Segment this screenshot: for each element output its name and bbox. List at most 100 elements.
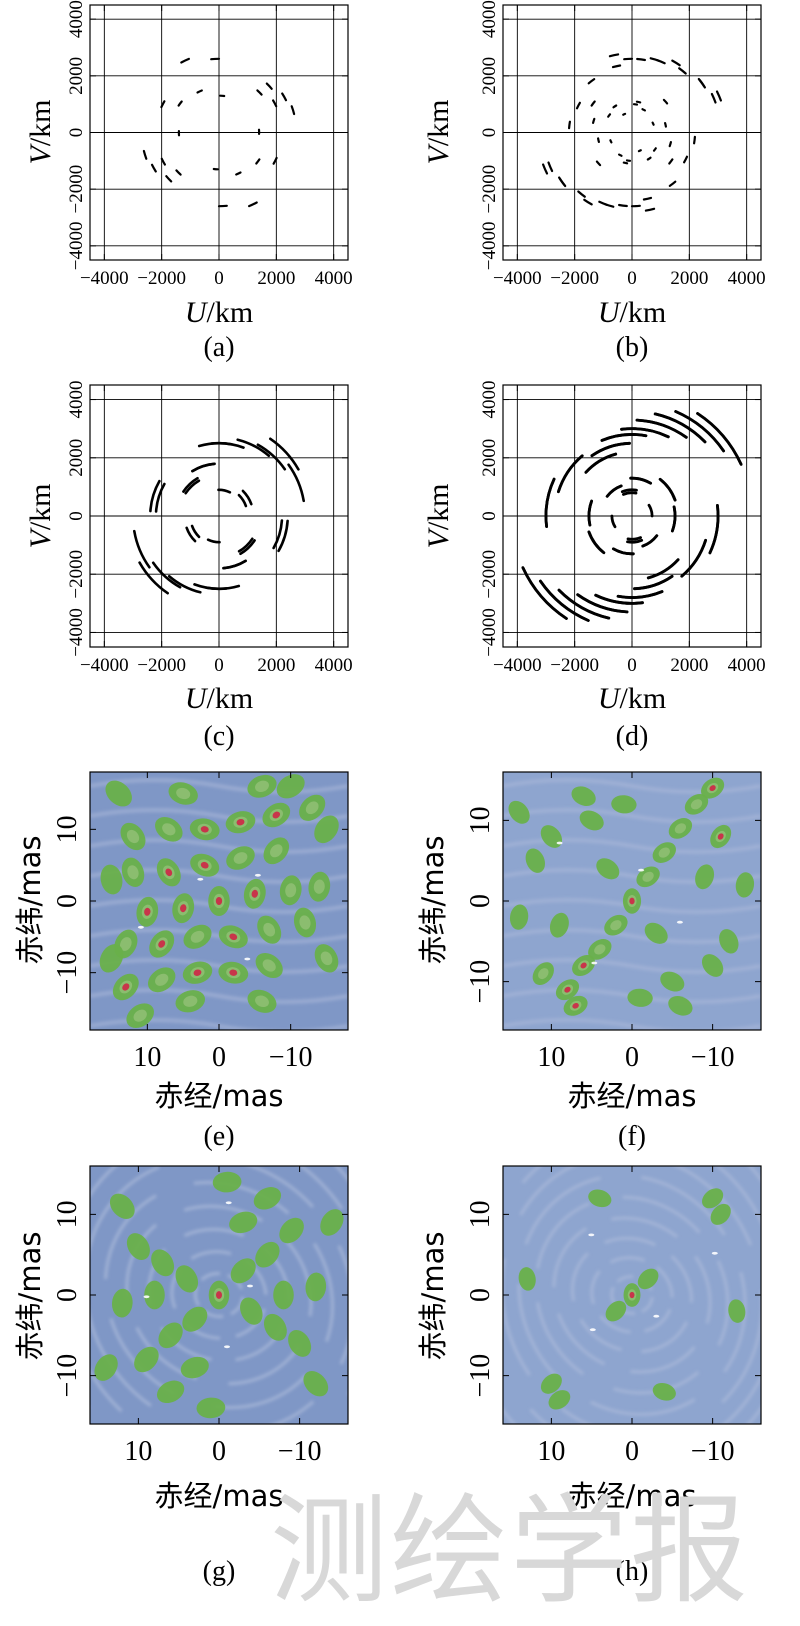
panel-b-caption: (b) bbox=[616, 332, 649, 363]
uv-track bbox=[648, 158, 651, 160]
y-tick-label: 10 bbox=[52, 1200, 83, 1228]
uv-track bbox=[646, 209, 654, 211]
y-tick-label: 0 bbox=[52, 894, 83, 908]
uv-track bbox=[559, 590, 609, 618]
uv-track bbox=[195, 584, 227, 588]
uv-track bbox=[628, 538, 641, 540]
uv-track bbox=[613, 549, 633, 554]
panel-b-xticks: −4000 −2000 0 2000 4000 bbox=[493, 5, 766, 289]
uv-track bbox=[589, 501, 592, 525]
uv-track bbox=[192, 464, 214, 471]
uv-track bbox=[256, 159, 259, 163]
uv-track bbox=[676, 412, 724, 451]
x-tick-label: −4000 bbox=[493, 268, 542, 289]
uv-track bbox=[598, 138, 599, 142]
y-tick-label: −10 bbox=[52, 1354, 83, 1398]
highlight-glint bbox=[712, 1252, 718, 1255]
uv-track bbox=[270, 439, 298, 470]
x-tick-label: −2000 bbox=[550, 268, 599, 289]
x-tick-label: −4000 bbox=[80, 655, 129, 676]
x-tick-label: 10 bbox=[537, 1042, 565, 1073]
uv-track bbox=[586, 454, 616, 472]
x-tick-label: 0 bbox=[627, 268, 637, 289]
uv-track bbox=[540, 581, 588, 620]
uv-track bbox=[610, 140, 611, 142]
uv-track bbox=[607, 486, 621, 496]
panel-d-caption: (d) bbox=[616, 721, 649, 752]
uv-track bbox=[670, 142, 671, 146]
uv-track bbox=[162, 159, 165, 165]
y-tick-label: 0 bbox=[52, 1288, 83, 1302]
uv-track bbox=[608, 114, 610, 116]
y-tick-label: 0 bbox=[465, 1288, 496, 1302]
panel-e-caption: (e) bbox=[203, 1121, 234, 1152]
uv-track bbox=[241, 540, 255, 553]
uv-track bbox=[694, 137, 695, 144]
uv-track bbox=[613, 66, 620, 68]
panel-d-ylabel: V/km bbox=[422, 484, 455, 549]
highlight-glint bbox=[677, 921, 683, 924]
panel-f-ylabel: 赤纬/mas bbox=[416, 836, 450, 965]
panel-b-ylabel: V/km bbox=[422, 100, 455, 165]
uv-track bbox=[144, 151, 146, 159]
highlight-glint bbox=[144, 1295, 150, 1298]
uv-track bbox=[176, 170, 180, 174]
uv-track bbox=[712, 94, 716, 103]
uv-track bbox=[523, 568, 567, 619]
uv-track bbox=[637, 102, 640, 103]
uv-track bbox=[179, 102, 182, 106]
uv-track bbox=[698, 414, 742, 465]
x-tick-label: 4000 bbox=[728, 655, 766, 676]
highlight-glint bbox=[590, 1328, 596, 1331]
x-tick-label: 0 bbox=[214, 268, 224, 289]
uv-track bbox=[549, 163, 553, 172]
y-tick-label: 4000 bbox=[66, 0, 87, 38]
x-tick-label: 4000 bbox=[315, 655, 353, 676]
uv-track bbox=[181, 59, 189, 63]
panel-h-image bbox=[461, 1107, 800, 1483]
panel-d-grid bbox=[503, 385, 761, 647]
uv-track bbox=[523, 568, 567, 619]
panel-f-xlabel: 赤经/mas bbox=[568, 1079, 697, 1113]
highlight-glint bbox=[197, 878, 203, 881]
y-tick-label: 0 bbox=[66, 128, 87, 138]
x-tick-label: 4000 bbox=[315, 268, 353, 289]
uv-track bbox=[134, 531, 149, 567]
highlight-glint bbox=[138, 926, 144, 929]
uv-track bbox=[198, 91, 202, 93]
uv-track bbox=[593, 119, 594, 123]
x-tick-label: 2000 bbox=[670, 268, 708, 289]
uv-track bbox=[669, 159, 672, 163]
uv-track bbox=[578, 192, 585, 197]
uv-track bbox=[665, 123, 666, 127]
uv-track bbox=[239, 495, 246, 506]
x-tick-label: 2000 bbox=[257, 655, 295, 676]
uv-track bbox=[635, 576, 673, 588]
uv-track bbox=[623, 114, 625, 115]
highlight-glint bbox=[244, 958, 250, 961]
uv-track bbox=[212, 443, 244, 447]
y-tick-label: −4000 bbox=[479, 221, 500, 270]
y-tick-label: −2000 bbox=[479, 165, 500, 214]
uv-track bbox=[558, 456, 582, 492]
uv-track bbox=[219, 490, 230, 493]
uv-track bbox=[660, 479, 675, 500]
sky-peak bbox=[624, 1283, 641, 1307]
x-tick-label: 4000 bbox=[728, 268, 766, 289]
y-tick-label: 10 bbox=[465, 1200, 496, 1228]
uv-track bbox=[624, 163, 627, 164]
uv-track bbox=[282, 94, 286, 101]
peak-core bbox=[216, 897, 222, 905]
uv-track bbox=[589, 532, 604, 553]
panel-e-xlabel: 赤经/mas bbox=[155, 1079, 284, 1113]
uv-track bbox=[156, 484, 164, 512]
uv-track bbox=[664, 100, 667, 104]
